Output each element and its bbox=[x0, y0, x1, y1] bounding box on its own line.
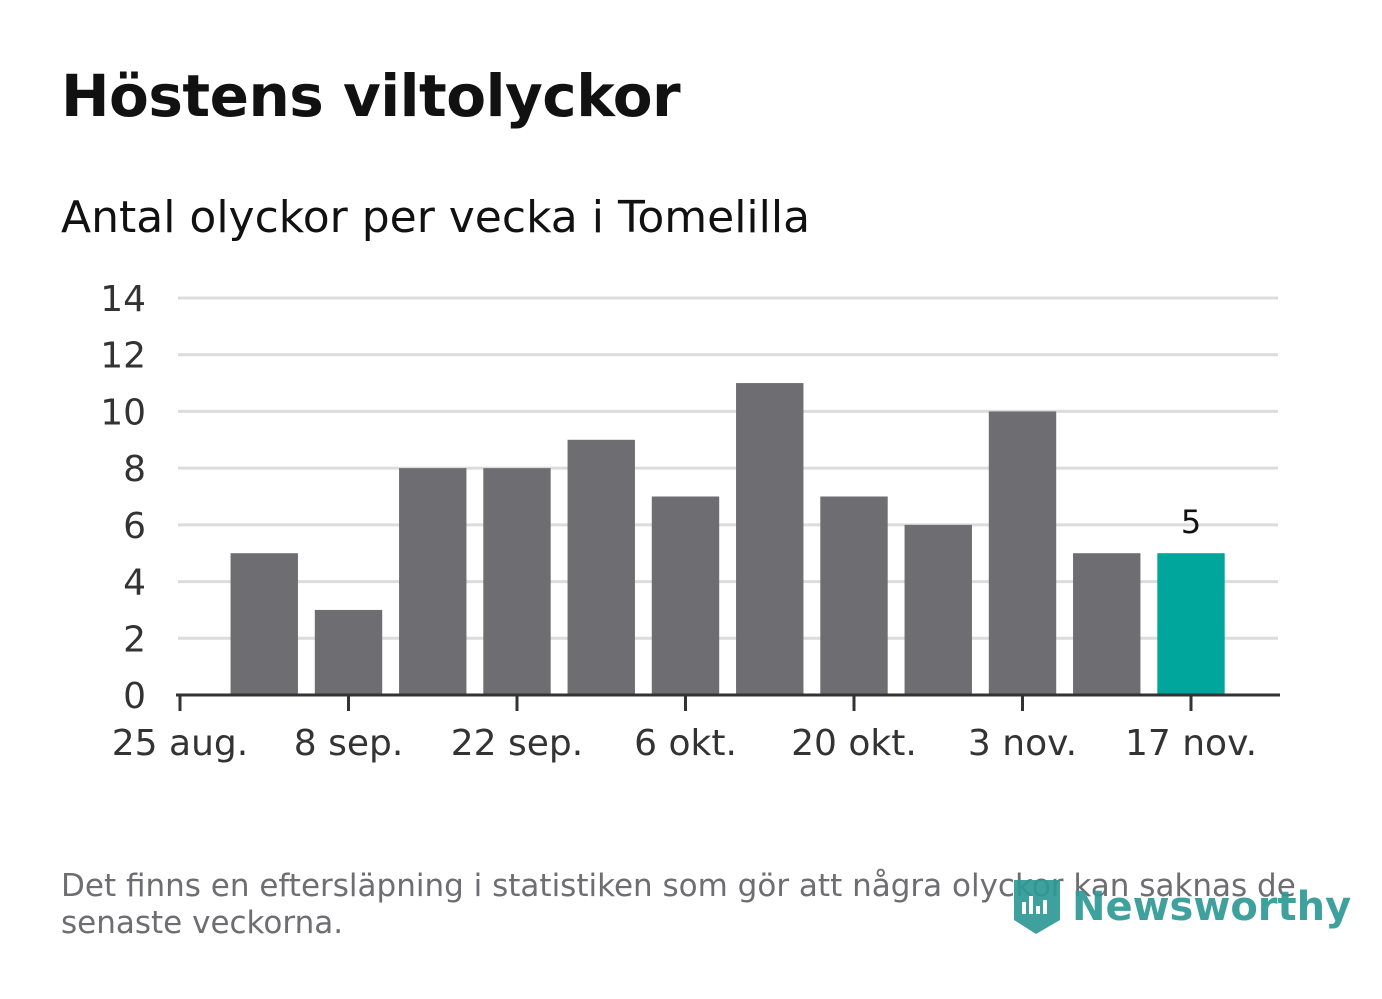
bar bbox=[1073, 553, 1141, 695]
bar bbox=[230, 553, 298, 695]
x-tick-label: 6 okt. bbox=[634, 723, 737, 764]
y-tick-label: 6 bbox=[123, 506, 146, 547]
bar bbox=[483, 468, 551, 695]
bar bbox=[314, 609, 383, 695]
bar bbox=[988, 411, 1057, 695]
y-tick-label: 12 bbox=[100, 336, 146, 377]
bar bbox=[820, 496, 888, 695]
bar bbox=[399, 468, 467, 695]
bar-highlight bbox=[1157, 553, 1225, 695]
footnote: Det finns en eftersläpning i statistiken… bbox=[61, 868, 1296, 941]
bar bbox=[651, 496, 720, 695]
y-tick-label: 4 bbox=[123, 563, 146, 604]
x-tick-label: 25 aug. bbox=[112, 723, 248, 764]
y-tick-label: 14 bbox=[100, 279, 146, 320]
newsworthy-logo: Newsworthy bbox=[1010, 876, 1351, 938]
y-tick-label: 0 bbox=[123, 676, 146, 717]
x-tick-label: 22 sep. bbox=[451, 723, 583, 764]
x-tick-label: 8 sep. bbox=[294, 723, 404, 764]
data-label: 5 bbox=[1181, 503, 1201, 541]
logo-icon bbox=[1014, 880, 1060, 934]
bar bbox=[736, 383, 804, 695]
x-tick-label: 20 okt. bbox=[791, 723, 917, 764]
bar-chart: 0 2 4 6 8 10 12 14 5 25 aug. 8 sep. 22 sep. 6 okt. 20… bbox=[100, 279, 1280, 764]
y-tick-label: 8 bbox=[123, 449, 146, 490]
bar bbox=[567, 439, 635, 695]
chart-title: Höstens viltolyckor bbox=[61, 62, 681, 130]
x-tick-label: 3 nov. bbox=[968, 723, 1077, 764]
y-tick-label: 2 bbox=[123, 619, 146, 660]
chart-subtitle: Antal olyckor per vecka i Tomelilla bbox=[61, 192, 811, 243]
logo-text: Newsworthy bbox=[1072, 884, 1352, 930]
y-tick-label: 10 bbox=[100, 392, 146, 433]
bar bbox=[904, 524, 972, 695]
x-tick-label: 17 nov. bbox=[1125, 723, 1257, 764]
